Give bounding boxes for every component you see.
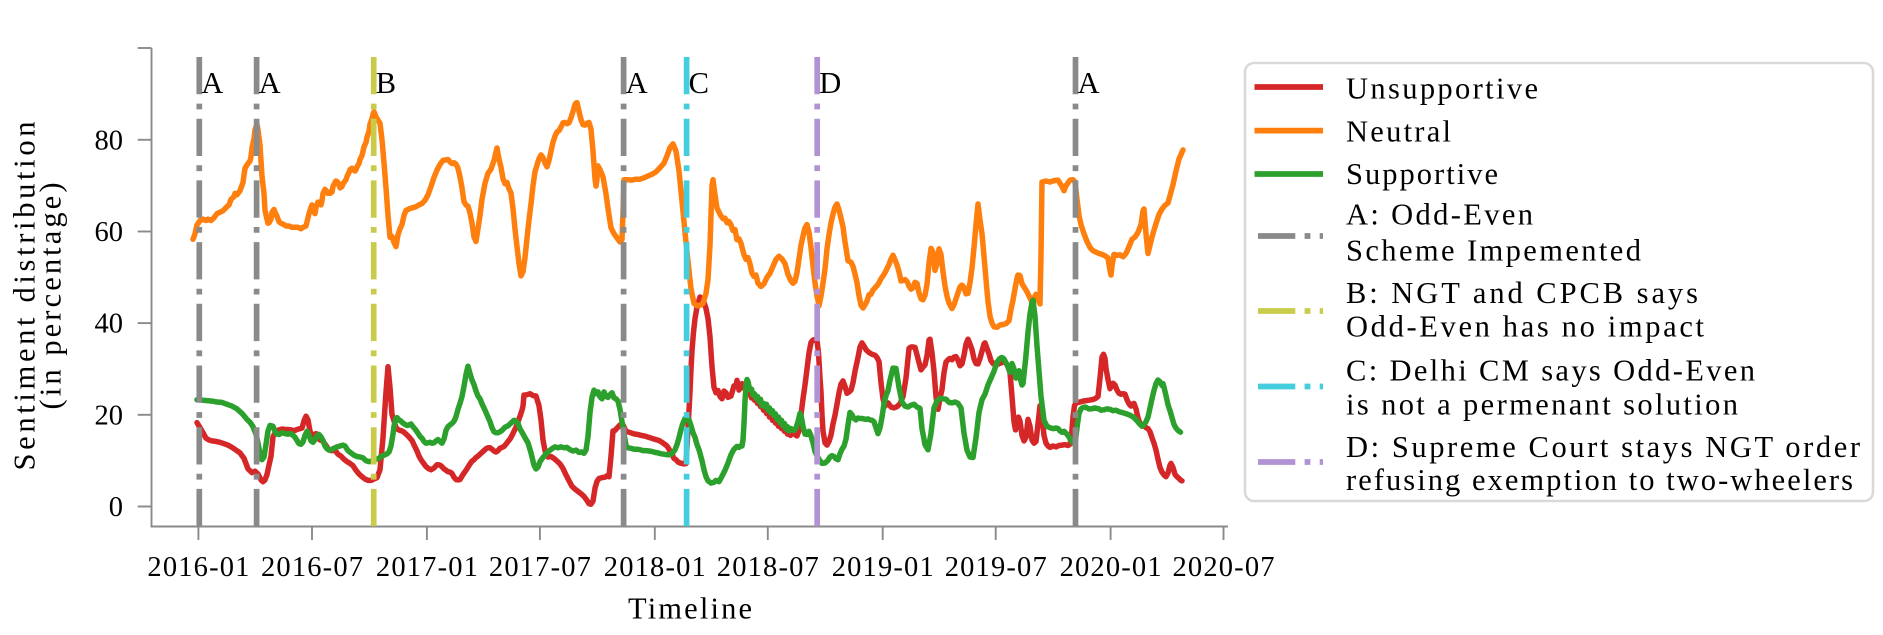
svg-text:A: A [1078,66,1100,100]
svg-text:Supportive: Supportive [1346,157,1498,191]
svg-text:2016-07: 2016-07 [261,552,363,583]
svg-text:A: Odd-Even: A: Odd-Even [1346,197,1533,231]
svg-text:Timeline: Timeline [628,591,752,625]
svg-text:Neutral: Neutral [1346,115,1451,149]
svg-text:2018-07: 2018-07 [717,552,819,583]
svg-text:2020-07: 2020-07 [1173,552,1275,583]
svg-text:C: C [689,66,709,100]
svg-text:A: A [626,66,648,100]
svg-text:is not a permenant solution: is not a permenant solution [1346,387,1738,421]
svg-text:60: 60 [95,217,124,248]
svg-text:20: 20 [95,400,124,431]
svg-text:80: 80 [95,125,124,156]
svg-text:B: NGT and CPCB says: B: NGT and CPCB says [1346,276,1698,310]
svg-text:Scheme Impemented: Scheme Impemented [1346,234,1641,268]
svg-text:2016-01: 2016-01 [147,552,249,583]
svg-text:2020-01: 2020-01 [1060,552,1162,583]
svg-text:2019-01: 2019-01 [832,552,934,583]
svg-text:2017-01: 2017-01 [376,552,478,583]
svg-text:2019-07: 2019-07 [945,552,1047,583]
svg-text:Unsupportive: Unsupportive [1346,71,1538,105]
svg-text:D: D [819,66,841,100]
svg-text:(in percentage): (in percentage) [34,183,68,410]
svg-text:2017-07: 2017-07 [489,552,591,583]
svg-text:A: A [259,66,281,100]
svg-text:Sentiment distribution: Sentiment distribution [8,122,42,471]
svg-text:40: 40 [95,309,124,340]
svg-text:A: A [201,66,223,100]
svg-text:D: Supreme Court stays NGT ord: D: Supreme Court stays NGT order [1346,430,1860,464]
svg-text:C: Delhi CM says Odd-Even: C: Delhi CM says Odd-Even [1346,353,1755,387]
svg-text:B: B [376,66,396,100]
svg-text:0: 0 [109,492,123,523]
svg-text:refusing exemption to two-whee: refusing exemption to two-wheelers [1346,463,1853,497]
svg-text:Odd-Even has no impact: Odd-Even has no impact [1346,309,1705,343]
svg-text:2018-01: 2018-01 [604,552,706,583]
